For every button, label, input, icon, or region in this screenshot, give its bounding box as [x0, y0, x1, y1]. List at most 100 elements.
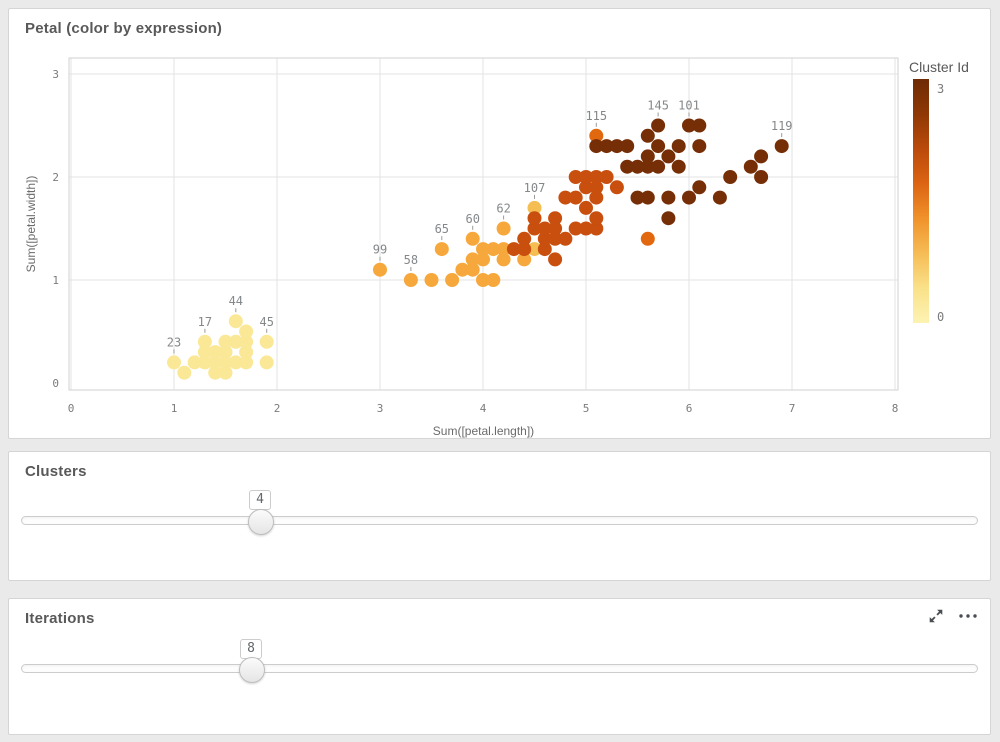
data-point[interactable] [548, 211, 563, 226]
data-point[interactable] [682, 118, 696, 133]
data-point[interactable] [558, 190, 573, 205]
data-point[interactable] [671, 159, 686, 174]
data-point[interactable] [548, 231, 563, 246]
data-point[interactable] [589, 221, 604, 236]
data-point[interactable] [754, 170, 769, 184]
data-point[interactable] [651, 118, 666, 133]
data-point[interactable] [239, 355, 254, 370]
data-point[interactable] [620, 159, 635, 174]
data-point[interactable] [609, 180, 624, 195]
data-point[interactable] [548, 221, 563, 236]
data-point[interactable] [661, 149, 676, 164]
data-point[interactable] [527, 242, 542, 257]
data-point[interactable] [517, 231, 532, 246]
data-point[interactable] [506, 242, 521, 257]
data-point[interactable] [197, 334, 212, 349]
data-point[interactable] [259, 355, 274, 370]
data-point[interactable] [465, 252, 480, 267]
data-point[interactable] [239, 324, 254, 339]
data-point[interactable] [723, 170, 738, 184]
data-point[interactable] [228, 314, 243, 329]
data-point[interactable] [197, 345, 212, 360]
data-point[interactable] [754, 149, 769, 164]
data-point[interactable] [620, 139, 635, 154]
data-point[interactable] [208, 345, 223, 360]
data-point[interactable] [486, 273, 501, 287]
data-point[interactable] [548, 252, 563, 267]
data-point[interactable] [568, 190, 583, 205]
data-point[interactable] [640, 128, 655, 143]
data-point[interactable] [239, 334, 254, 349]
data-point[interactable] [589, 180, 604, 195]
data-point[interactable] [558, 231, 573, 246]
data-point[interactable] [517, 252, 532, 267]
data-point[interactable] [589, 190, 604, 205]
data-point[interactable] [537, 221, 552, 236]
data-point[interactable] [692, 139, 707, 154]
data-point[interactable] [187, 355, 202, 370]
data-point[interactable] [579, 221, 593, 236]
data-point[interactable] [682, 190, 696, 205]
data-point[interactable] [568, 170, 583, 184]
iterations-slider-handle[interactable] [239, 657, 265, 683]
data-point[interactable] [177, 365, 192, 380]
data-point[interactable] [579, 170, 593, 184]
data-point[interactable] [692, 180, 707, 195]
data-point[interactable] [640, 190, 655, 205]
data-point[interactable] [589, 139, 604, 154]
data-point[interactable] [465, 231, 480, 246]
data-point[interactable] [599, 139, 614, 154]
data-point[interactable] [579, 200, 593, 215]
data-point[interactable] [640, 159, 655, 174]
data-point[interactable] [403, 273, 418, 287]
data-point[interactable] [527, 200, 542, 215]
data-point[interactable] [455, 262, 470, 277]
data-point[interactable] [712, 190, 727, 205]
iterations-slider-track[interactable] [21, 664, 978, 673]
data-point[interactable] [445, 273, 460, 287]
data-point[interactable] [517, 242, 532, 257]
data-point[interactable] [743, 159, 758, 174]
data-point[interactable] [259, 334, 274, 349]
data-point[interactable] [589, 128, 604, 143]
data-point[interactable] [640, 149, 655, 164]
data-point[interactable] [434, 242, 449, 257]
data-point[interactable] [373, 262, 387, 277]
data-point[interactable] [692, 118, 707, 133]
data-point[interactable] [661, 211, 676, 226]
data-point[interactable] [228, 355, 243, 370]
data-point[interactable] [208, 355, 223, 370]
data-point[interactable] [208, 365, 223, 380]
clusters-slider-track[interactable] [21, 516, 978, 525]
data-point[interactable] [568, 221, 583, 236]
data-point[interactable] [218, 334, 233, 349]
more-options-icon[interactable] [956, 605, 980, 627]
data-point[interactable] [537, 231, 552, 246]
expand-icon[interactable] [924, 605, 948, 627]
data-point[interactable] [496, 252, 511, 267]
data-point[interactable] [630, 190, 645, 205]
data-point[interactable] [527, 221, 542, 236]
data-point[interactable] [496, 221, 511, 236]
data-point[interactable] [218, 365, 233, 380]
data-point[interactable] [239, 345, 254, 360]
data-point[interactable] [218, 345, 233, 360]
data-point[interactable] [579, 180, 593, 195]
data-point[interactable] [197, 355, 212, 370]
data-point[interactable] [228, 334, 243, 349]
clusters-slider-handle[interactable] [248, 509, 274, 535]
data-point[interactable] [486, 242, 501, 257]
data-point[interactable] [496, 242, 511, 257]
data-point[interactable] [476, 242, 490, 257]
data-point[interactable] [640, 231, 655, 246]
data-point[interactable] [465, 262, 480, 277]
data-point[interactable] [167, 355, 181, 370]
data-point[interactable] [599, 170, 614, 184]
data-point[interactable] [537, 242, 552, 257]
data-point[interactable] [661, 190, 676, 205]
data-point[interactable] [424, 273, 439, 287]
data-point[interactable] [476, 252, 490, 267]
data-point[interactable] [774, 139, 789, 154]
data-point[interactable] [630, 159, 645, 174]
